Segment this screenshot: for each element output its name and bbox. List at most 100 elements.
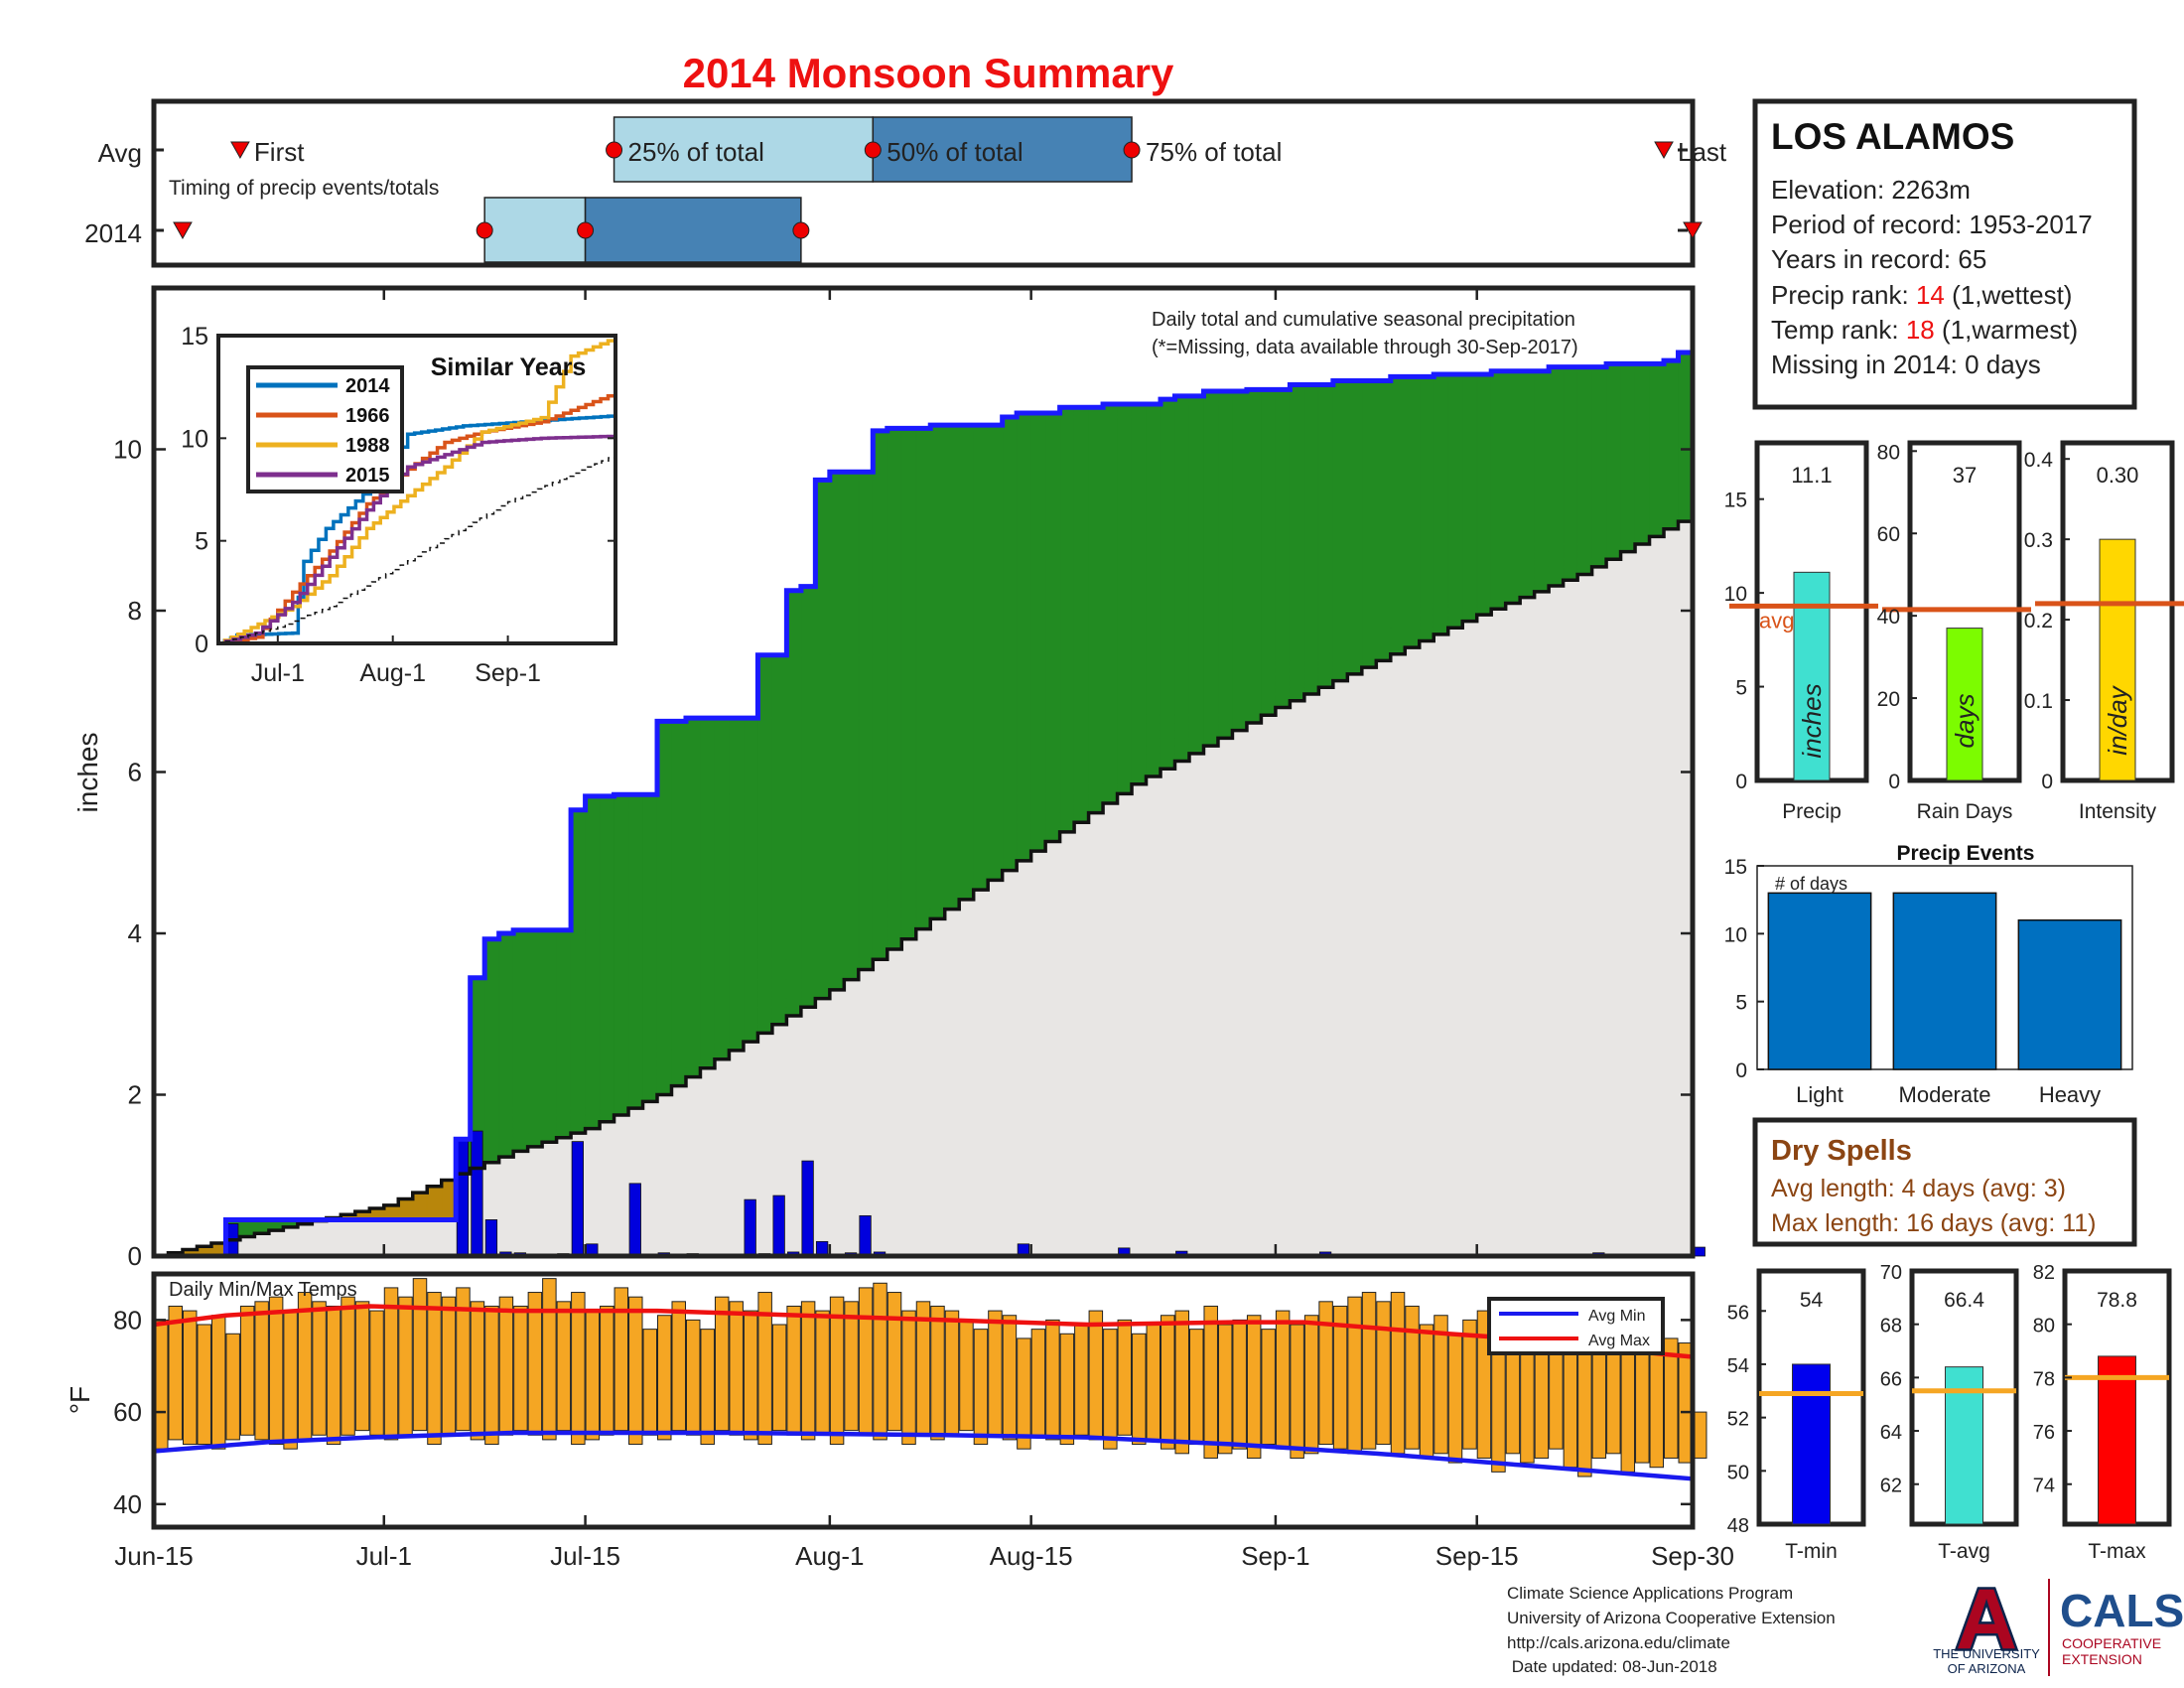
- temp-range-bar-79: [1290, 1324, 1304, 1459]
- temp-range-bar-76: [1246, 1315, 1262, 1459]
- seasonal-metrics-bars: 11.1 0 5 10 15 inches avg Precip 37 0 20 40 60 80 days…: [1724, 440, 2184, 823]
- inset-legend-label-2015: 2015: [345, 465, 390, 487]
- temp-range-bar-90: [1447, 1333, 1463, 1464]
- avg-cumulative-line: [154, 513, 1695, 1258]
- temp-range-bar-86: [1390, 1292, 1406, 1455]
- temp-y-tick-label-2: 80: [113, 1305, 142, 1335]
- rain-days-tick-label-2: 40: [1877, 606, 1900, 629]
- t-avg-tick-label-3: 68: [1880, 1316, 1902, 1337]
- temp-range-bar-106: [1678, 1342, 1694, 1464]
- main-y-tick-label-0: 0: [128, 1241, 142, 1271]
- temp-range-bar-19: [427, 1292, 442, 1446]
- precip-events-panel: Precip Events Light Moderate Heavy 0 5 10 15 #…: [1724, 842, 2133, 1107]
- precip-value: 11.1: [1791, 463, 1832, 488]
- inset-y-tick-label-1: 5: [195, 528, 208, 556]
- temp-range-bar-2: [182, 1310, 198, 1446]
- temp-range-bar-101: [1606, 1342, 1621, 1455]
- precip-rank-value: 14: [1916, 280, 1945, 310]
- temp-range-bar-66: [1103, 1329, 1118, 1450]
- timing-row-avg-label: Avg: [98, 138, 142, 168]
- t-avg-tick-label-4: 70: [1880, 1262, 1902, 1284]
- timing-marks: First Last 25% of total 50% of total 75% of …: [154, 116, 1727, 263]
- rain-days-label: Rain Days: [1917, 800, 2013, 823]
- temp-range-bar-32: [614, 1287, 629, 1432]
- timing-avg-first-triangle: [230, 141, 250, 160]
- daily-precip-bar-7: [571, 1141, 584, 1257]
- temp-range-bar-40: [729, 1301, 744, 1436]
- intensity-tick-label-2: 0.2: [2024, 610, 2053, 633]
- precip-unit: inches: [1797, 683, 1827, 758]
- t-min-tick-label-0: 48: [1727, 1515, 1749, 1537]
- date-x-axis: Jun-15 Jul-1 Jul-15 Aug-1 Aug-15 Sep-1 Sep-15 S…: [114, 288, 1734, 1571]
- missing-days: Missing in 2014: 0 days: [1771, 350, 2041, 379]
- daily-precip-bar-1: [456, 1138, 470, 1257]
- station-name: LOS ALAMOS: [1771, 116, 2014, 157]
- t-max-value: 78.8: [2097, 1289, 2137, 1312]
- t-max-tick-label-3: 80: [2033, 1316, 2055, 1337]
- timing-2014-marker-q50: [577, 221, 595, 239]
- intensity-tick-label-0: 0: [2041, 771, 2053, 793]
- temp-range-bar-16: [383, 1287, 399, 1441]
- temp-range-bar-80: [1303, 1315, 1319, 1455]
- t-min-tick-label-1: 50: [1727, 1462, 1749, 1483]
- temp-range-bar-21: [456, 1287, 471, 1432]
- temp-range-bar-4: [210, 1315, 226, 1450]
- daily-precip-bar-3: [484, 1219, 498, 1257]
- temp-range-bar-58: [988, 1310, 1003, 1436]
- precip-events-tick-label-2: 10: [1724, 923, 1747, 946]
- t-max-tick-label-0: 74: [2033, 1476, 2055, 1497]
- rain-days-tick-label-3: 60: [1877, 523, 1900, 546]
- temp-range-bar-56: [959, 1319, 974, 1432]
- footer-date: Date updated: 08-Jun-2018: [1507, 1657, 1717, 1676]
- timing-2014-marker-q25: [476, 221, 493, 239]
- cals-logo-sub2: EXTENSION: [2062, 1651, 2142, 1667]
- timing-avg-box-50-75: [872, 116, 1133, 183]
- temp-range-bar-63: [1059, 1333, 1075, 1446]
- temp-range-bar-35: [657, 1315, 672, 1441]
- station-period: Period of record: 1953-2017: [1771, 210, 2093, 239]
- inset-title: Similar Years: [431, 353, 587, 381]
- main-y-tick-label-3: 6: [128, 758, 142, 787]
- temp-y-axis: 40 60 80: [113, 1305, 1693, 1519]
- footer-credits: Climate Science Applications Program Uni…: [1507, 1584, 1836, 1676]
- temp-range-bar-47: [829, 1296, 845, 1446]
- temp-range-bar-13: [341, 1296, 355, 1436]
- date-x-tick-label-7: Sep-30: [1651, 1541, 1734, 1571]
- inset-legend-label-2014: 2014: [345, 375, 390, 397]
- inset-axes: 0 5 10 15 Jul-1 Aug-1 Sep-1: [181, 323, 615, 687]
- precip-events-tick-label-0: 0: [1735, 1059, 1747, 1082]
- temp-range-bar-52: [901, 1310, 916, 1446]
- timing-first-label: First: [254, 137, 305, 167]
- t-avg-tick-label-1: 64: [1880, 1422, 1902, 1444]
- date-x-tick-label-0: Jun-15: [114, 1541, 194, 1571]
- t-max-tick-label-4: 82: [2033, 1262, 2055, 1284]
- daily-precip-bar-10: [628, 1183, 641, 1257]
- station-info-box: LOS ALAMOS Elevation: 2263m Period of re…: [1752, 98, 2137, 410]
- temperature-metrics-bars: 54 48 50 52 54 56 T-min 66.4 62 64 66 68 70 T-avg 78.8…: [1727, 1262, 2172, 1563]
- temp-range-bar-33: [628, 1296, 643, 1446]
- temp-range-bar-55: [944, 1310, 960, 1436]
- precip-rank: Precip rank: 14 (1,wettest): [1771, 280, 2072, 310]
- temp-range-bar-82: [1332, 1305, 1348, 1450]
- temp-range-bar-84: [1361, 1292, 1377, 1450]
- temp-range-bar-27: [542, 1278, 557, 1441]
- precip-rank-label: Precip rank:: [1771, 280, 1916, 310]
- precip-events-bar-light: [1767, 892, 1872, 1070]
- ua-logo-line2: OF ARIZONA: [1948, 1661, 2026, 1676]
- intensity-bar: [2099, 538, 2136, 781]
- temp-series: [153, 1278, 1707, 1481]
- t-max-label: T-max: [2088, 1540, 2146, 1563]
- inset-y-tick-label-3: 15: [181, 323, 208, 351]
- temp-range-bar-18: [412, 1278, 428, 1432]
- t-min-label: T-min: [1785, 1540, 1838, 1563]
- timing-q50-label: 50% of total: [887, 137, 1023, 167]
- precip-events-category-moderate: Moderate: [1899, 1082, 1991, 1107]
- inset-legend-frame: [246, 365, 404, 493]
- ua-logo-line1: THE UNIVERSITY: [1933, 1646, 2040, 1661]
- temp-range-bar-6: [239, 1305, 255, 1436]
- precip-events-bars: Light Moderate Heavy 0 5 10 15: [1724, 856, 2133, 1107]
- precip-tick-label-3: 15: [1724, 490, 1747, 512]
- rain-days-bar: [1946, 628, 1983, 781]
- temp-range-bar-44: [786, 1305, 801, 1436]
